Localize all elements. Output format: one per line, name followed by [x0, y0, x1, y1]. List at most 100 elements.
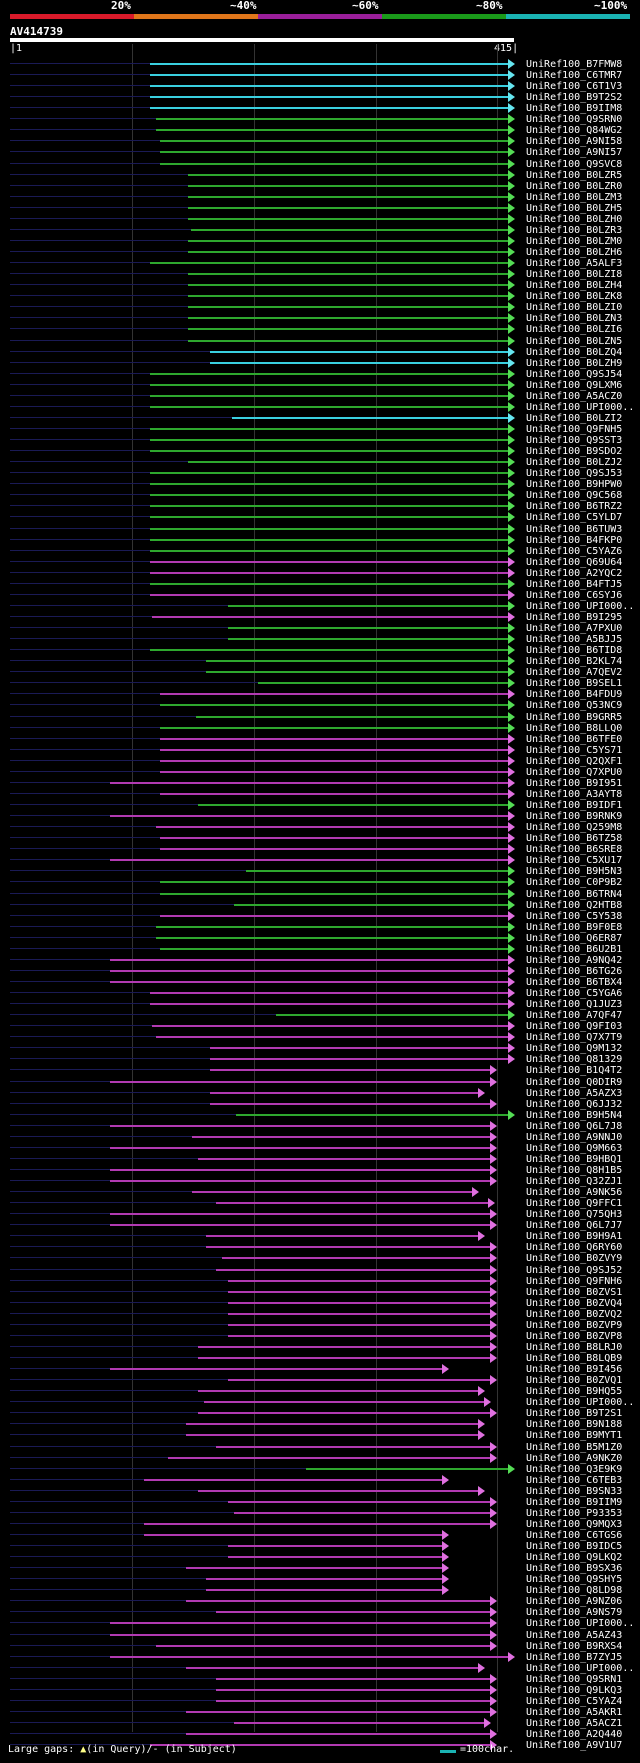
hit-bar[interactable]: [150, 505, 508, 507]
hit-bar[interactable]: [198, 1390, 478, 1392]
hit-link[interactable]: UniRef100_B4FTJ5: [526, 579, 623, 590]
hit-bar[interactable]: [160, 771, 508, 773]
hit-bar[interactable]: [160, 893, 508, 895]
hit-link[interactable]: UniRef100_Q9LKQ2: [526, 1552, 623, 1563]
hit-bar[interactable]: [156, 926, 508, 928]
hit-bar[interactable]: [150, 550, 508, 552]
hit-bar[interactable]: [228, 1335, 490, 1337]
hit-link[interactable]: UniRef100_B6TZ58: [526, 833, 623, 844]
hit-link[interactable]: UniRef100_B9RXS4: [526, 1641, 623, 1652]
hit-bar[interactable]: [110, 1656, 508, 1658]
hit-bar[interactable]: [110, 1224, 490, 1226]
hit-bar[interactable]: [228, 1280, 490, 1282]
hit-bar[interactable]: [228, 1302, 490, 1304]
hit-bar[interactable]: [234, 904, 508, 906]
hit-bar[interactable]: [188, 207, 508, 209]
hit-link[interactable]: UniRef100_Q32ZJ1: [526, 1176, 623, 1187]
hit-bar[interactable]: [228, 605, 508, 607]
hit-bar[interactable]: [150, 583, 508, 585]
hit-link[interactable]: UniRef100_Q9FNH5: [526, 424, 623, 435]
hit-link[interactable]: UniRef100_Q259M8: [526, 822, 623, 833]
hit-link[interactable]: UniRef100_A5ACZ0: [526, 391, 623, 402]
hit-bar[interactable]: [110, 1169, 490, 1171]
hit-link[interactable]: UniRef100_B8LQB9: [526, 1353, 623, 1364]
hit-link[interactable]: UniRef100_B0LZM3: [526, 192, 623, 203]
hit-bar[interactable]: [191, 229, 508, 231]
hit-bar[interactable]: [110, 959, 508, 961]
hit-bar[interactable]: [110, 970, 508, 972]
hit-bar[interactable]: [188, 284, 508, 286]
hit-link[interactable]: UniRef100_B0ZVP8: [526, 1331, 623, 1342]
hit-bar[interactable]: [210, 351, 508, 353]
hit-link[interactable]: UniRef100_B0LZK8: [526, 291, 623, 302]
hit-link[interactable]: UniRef100_B0LZN5: [526, 336, 623, 347]
hit-link[interactable]: UniRef100_B4FDU9: [526, 689, 623, 700]
hit-bar[interactable]: [216, 1700, 490, 1702]
hit-link[interactable]: UniRef100_B0LZJ2: [526, 457, 623, 468]
hit-link[interactable]: UniRef100_B0LZH6: [526, 247, 623, 258]
hit-link[interactable]: UniRef100_B0LZM0: [526, 236, 623, 247]
hit-link[interactable]: UniRef100_B0LZI2: [526, 413, 623, 424]
hit-link[interactable]: UniRef100_Q6JJ32: [526, 1099, 623, 1110]
hit-bar[interactable]: [110, 782, 508, 784]
hit-bar[interactable]: [306, 1468, 508, 1470]
hit-bar[interactable]: [156, 1645, 490, 1647]
hit-bar[interactable]: [228, 627, 508, 629]
hit-bar[interactable]: [156, 1036, 508, 1038]
hit-bar[interactable]: [152, 1025, 508, 1027]
hit-bar[interactable]: [206, 671, 508, 673]
hit-link[interactable]: UniRef100_Q53NC9: [526, 700, 623, 711]
hit-bar[interactable]: [228, 1545, 442, 1547]
hit-link[interactable]: UniRef100_Q6L7J7: [526, 1220, 623, 1231]
hit-link[interactable]: UniRef100_B0LZI8: [526, 269, 623, 280]
hit-link[interactable]: UniRef100_B9SN33: [526, 1486, 623, 1497]
hit-bar[interactable]: [228, 1556, 442, 1558]
hit-bar[interactable]: [160, 151, 508, 153]
hit-bar[interactable]: [210, 1069, 490, 1071]
hit-bar[interactable]: [198, 1357, 490, 1359]
hit-link[interactable]: UniRef100_C0P9B2: [526, 877, 623, 888]
hit-link[interactable]: UniRef100_Q1JUZ3: [526, 999, 623, 1010]
hit-bar[interactable]: [160, 793, 508, 795]
hit-bar[interactable]: [110, 1125, 490, 1127]
hit-link[interactable]: UniRef100_B9T2S2: [526, 92, 623, 103]
hit-link[interactable]: UniRef100_A5AKR1: [526, 1707, 623, 1718]
hit-link[interactable]: UniRef100_B9I951: [526, 778, 623, 789]
hit-link[interactable]: UniRef100_C6SYJ6: [526, 590, 623, 601]
hit-bar[interactable]: [150, 516, 508, 518]
hit-link[interactable]: UniRef100_B0LZH9: [526, 358, 623, 369]
hit-bar[interactable]: [216, 1689, 490, 1691]
hit-bar[interactable]: [150, 439, 508, 441]
hit-bar[interactable]: [160, 704, 508, 706]
hit-link[interactable]: UniRef100_A9NKZ0: [526, 1453, 623, 1464]
hit-bar[interactable]: [150, 395, 508, 397]
hit-bar[interactable]: [188, 218, 508, 220]
hit-bar[interactable]: [160, 163, 508, 165]
hit-bar[interactable]: [188, 461, 508, 463]
hit-link[interactable]: UniRef100_B0ZVS1: [526, 1287, 623, 1298]
hit-link[interactable]: UniRef100_Q6L7J8: [526, 1121, 623, 1132]
hit-link[interactable]: UniRef100_Q9LXM6: [526, 380, 623, 391]
hit-bar[interactable]: [232, 417, 508, 419]
hit-bar[interactable]: [150, 992, 508, 994]
hit-link[interactable]: UniRef100_Q3E9K9: [526, 1464, 623, 1475]
hit-link[interactable]: UniRef100_B8LLQ0: [526, 723, 623, 734]
hit-link[interactable]: UniRef100_B6TID8: [526, 645, 623, 656]
hit-bar[interactable]: [210, 1058, 508, 1060]
hit-bar[interactable]: [210, 1092, 478, 1094]
hit-bar[interactable]: [228, 1313, 490, 1315]
hit-bar[interactable]: [186, 1434, 478, 1436]
hit-link[interactable]: UniRef100_Q9SST3: [526, 435, 623, 446]
hit-link[interactable]: UniRef100_B6SRE8: [526, 844, 623, 855]
hit-bar[interactable]: [198, 1490, 478, 1492]
hit-bar[interactable]: [188, 295, 508, 297]
hit-link[interactable]: UniRef100_B0LZH4: [526, 280, 623, 291]
hit-link[interactable]: UniRef100_UPI000..: [526, 402, 635, 413]
hit-bar[interactable]: [210, 1103, 490, 1105]
hit-bar[interactable]: [110, 981, 508, 983]
hit-link[interactable]: UniRef100_P93353: [526, 1508, 623, 1519]
hit-link[interactable]: UniRef100_A7QF47: [526, 1010, 623, 1021]
hit-link[interactable]: UniRef100_B7ZYJ5: [526, 1652, 623, 1663]
hit-link[interactable]: UniRef100_A7QEV2: [526, 667, 623, 678]
hit-bar[interactable]: [206, 1235, 478, 1237]
